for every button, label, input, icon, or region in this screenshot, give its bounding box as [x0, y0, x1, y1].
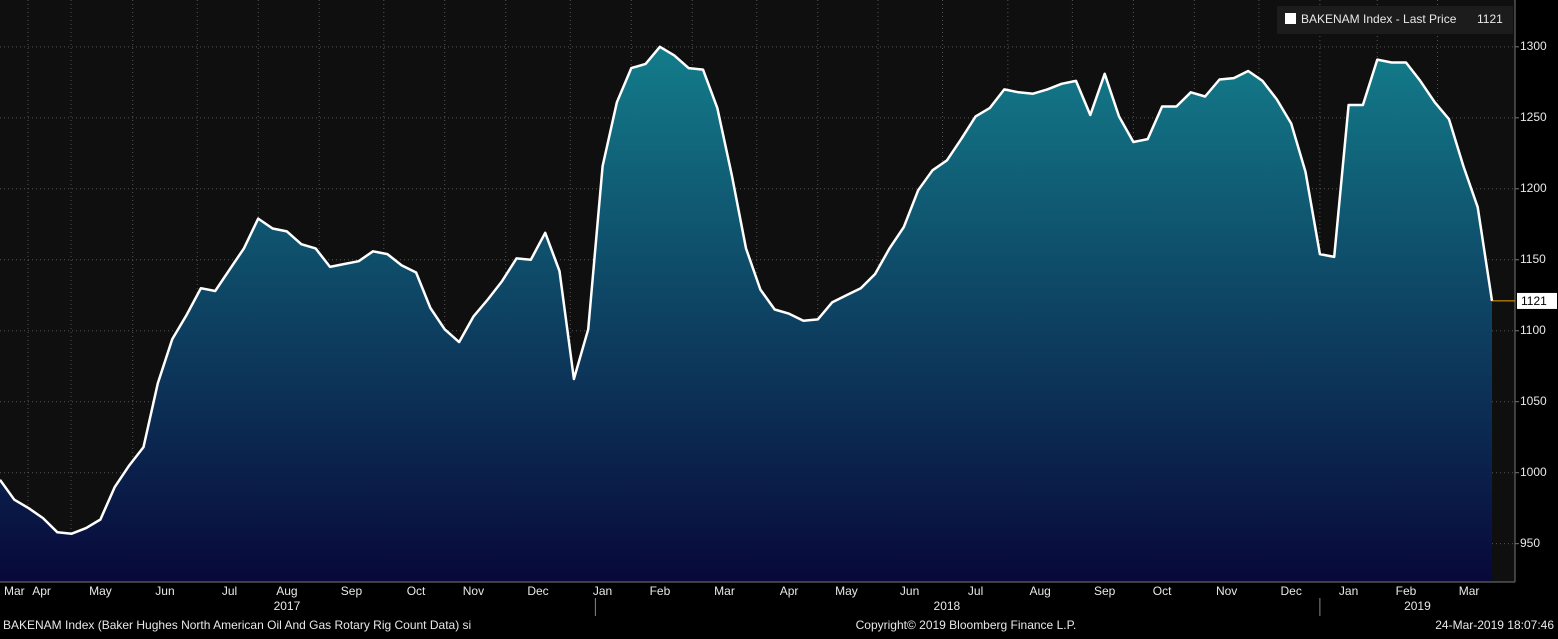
x-tick-label: Jul	[222, 584, 237, 598]
legend-value: 1121	[1477, 12, 1503, 26]
y-tick-label: 1250	[1520, 110, 1547, 124]
x-tick-label: Dec	[527, 584, 548, 598]
x-tick-label: Dec	[1281, 584, 1302, 598]
year-label: 2019	[1404, 599, 1431, 613]
y-tick-label: 1300	[1520, 39, 1547, 53]
x-tick-label: Mar	[4, 584, 25, 598]
x-tick-label: Sep	[1094, 584, 1116, 598]
last-price-label: 1121	[1521, 294, 1547, 308]
footer-center: Copyright© 2019 Bloomberg Finance L.P.	[856, 618, 1077, 632]
y-tick-label: 1150	[1520, 252, 1546, 266]
y-tick-label: 1100	[1520, 323, 1546, 337]
last-price-box	[1517, 292, 1557, 309]
x-tick-label: Oct	[1153, 584, 1172, 598]
footer-right: 24-Mar-2019 18:07:46	[1435, 618, 1554, 632]
x-tick-label: Aug	[276, 584, 297, 598]
x-tick-label: Jul	[968, 584, 983, 598]
x-tick-label: Jan	[1339, 584, 1358, 598]
x-tick-label: Mar	[714, 584, 735, 598]
year-label: 2017	[274, 599, 301, 613]
year-label: 2018	[934, 599, 961, 613]
x-tick-label: Jun	[900, 584, 919, 598]
x-tick-label: Nov	[1216, 584, 1237, 598]
legend-swatch	[1285, 13, 1296, 24]
x-tick-label: Apr	[32, 584, 51, 598]
footer-left: BAKENAM Index (Baker Hughes North Americ…	[3, 618, 471, 632]
y-tick-label: 1050	[1520, 394, 1547, 408]
x-tick-label: Aug	[1029, 584, 1050, 598]
x-tick-label: May	[835, 584, 858, 598]
x-tick-label: Mar	[1459, 584, 1480, 598]
y-tick-label: 1200	[1520, 181, 1547, 195]
x-tick-label: Apr	[780, 584, 799, 598]
legend-label: BAKENAM Index - Last Price	[1301, 12, 1457, 26]
y-tick-label: 1000	[1520, 465, 1547, 479]
line	[0, 45, 1494, 535]
legend-box	[1277, 6, 1513, 34]
x-tick-label: Sep	[341, 584, 363, 598]
y-tick-label: 950	[1520, 536, 1540, 550]
x-tick-label: Jan	[593, 584, 612, 598]
x-tick-label: Nov	[463, 584, 484, 598]
x-tick-label: Feb	[1396, 584, 1417, 598]
area-fill	[0, 46, 1493, 583]
x-tick-label: May	[89, 584, 112, 598]
x-tick-label: Feb	[650, 584, 671, 598]
x-tick-label: Jun	[155, 584, 174, 598]
x-tick-label: Oct	[407, 584, 426, 598]
